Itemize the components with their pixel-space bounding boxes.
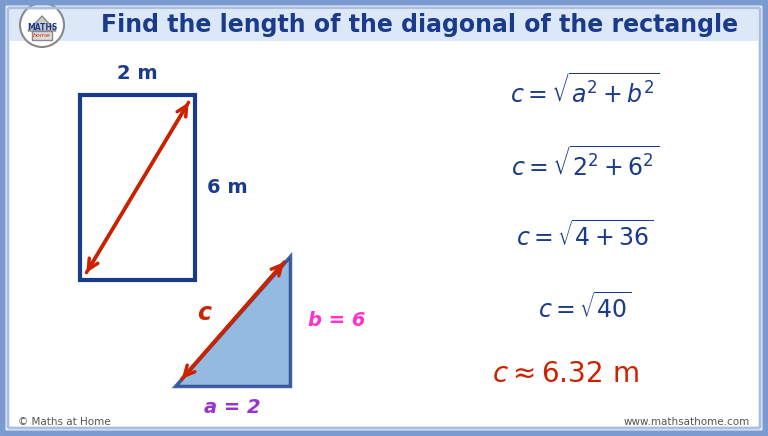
Text: $c = \sqrt{2^2 + 6^2}$: $c = \sqrt{2^2 + 6^2}$ — [511, 146, 659, 182]
Text: $c = \sqrt{4 + 36}$: $c = \sqrt{4 + 36}$ — [516, 221, 654, 251]
Text: $c = \sqrt{40}$: $c = \sqrt{40}$ — [538, 293, 632, 323]
Bar — [10, 10, 758, 41]
Text: home: home — [33, 34, 51, 38]
Bar — [80, 95, 195, 280]
Text: b = 6: b = 6 — [308, 311, 366, 330]
Text: $c \approx 6.32 \ \mathrm{m}$: $c \approx 6.32 \ \mathrm{m}$ — [492, 360, 638, 388]
Text: © Maths at Home: © Maths at Home — [18, 417, 111, 427]
Polygon shape — [175, 256, 290, 386]
Text: Find the length of the diagonal of the rectangle: Find the length of the diagonal of the r… — [101, 13, 739, 37]
Text: 2 m: 2 m — [118, 64, 157, 83]
Text: www.mathsathome.com: www.mathsathome.com — [624, 417, 750, 427]
FancyBboxPatch shape — [8, 8, 760, 428]
Polygon shape — [28, 16, 56, 31]
Text: MATHS: MATHS — [27, 24, 57, 33]
Text: $c = \sqrt{a^2 + b^2}$: $c = \sqrt{a^2 + b^2}$ — [510, 73, 660, 109]
Text: 6 m: 6 m — [207, 178, 247, 197]
Bar — [32, 31, 52, 40]
Circle shape — [20, 3, 64, 47]
Text: a = 2: a = 2 — [204, 398, 261, 417]
Text: c: c — [197, 301, 211, 325]
